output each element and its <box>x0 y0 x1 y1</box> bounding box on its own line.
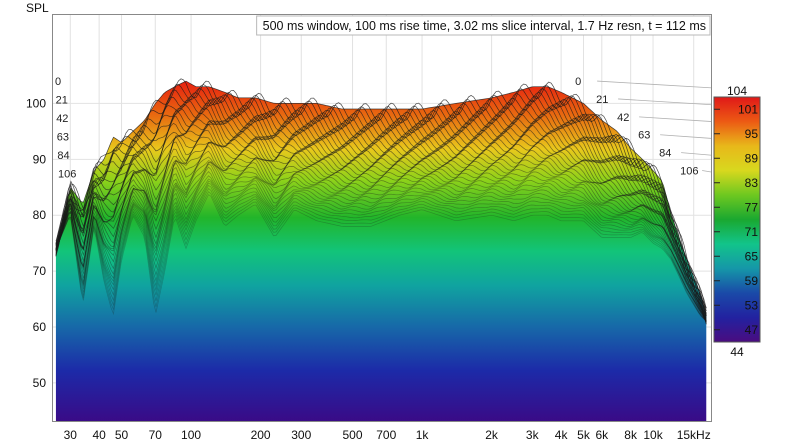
x-tick-label: 10k <box>643 428 663 442</box>
x-tick-label: 30 <box>64 428 78 442</box>
slice-guide-line <box>702 170 713 173</box>
x-tick-label: 40 <box>92 428 106 442</box>
spectrum-area <box>55 81 707 422</box>
x-tick-label: 8k <box>624 428 638 442</box>
x-tick-label: 200 <box>251 428 271 442</box>
x-tick-label: 2k <box>485 428 499 442</box>
slice-time-labels-left: 0 21 42 63 84 106 <box>55 76 76 180</box>
chart-title: 500 ms window, 100 ms rise time, 3.02 ms… <box>263 19 706 33</box>
plot-border <box>52 14 712 422</box>
slice-time-label-right: 106 <box>680 165 698 177</box>
slice-time-label-left: 0 <box>55 76 61 88</box>
colorbar-tick-label: 83 <box>745 176 759 190</box>
slice-time-label-right: 21 <box>596 94 608 106</box>
spectrum-slice-line <box>55 156 707 319</box>
slice-time-label-left: 63 <box>57 131 69 143</box>
slice-guide-line <box>618 98 713 106</box>
colorbar-min-label: 44 <box>730 345 744 359</box>
slice-time-label-right: 42 <box>617 112 629 124</box>
colorbar-tick-label: 53 <box>745 298 759 312</box>
colorbar-tick-label: 65 <box>745 249 759 263</box>
slice-guide-line <box>681 152 713 156</box>
colorbar-scale <box>713 96 761 343</box>
perspective-lines <box>597 80 713 173</box>
y-tick-label: 50 <box>33 376 47 390</box>
x-tick-label: 4k <box>555 428 569 442</box>
x-tick-label: 3k <box>526 428 540 442</box>
chart-title-box: 500 ms window, 100 ms rise time, 3.02 ms… <box>256 15 711 36</box>
spectrum-slice-line <box>55 182 707 322</box>
colorbar-tick-label: 95 <box>745 127 759 141</box>
spectrum-slices <box>55 78 707 325</box>
x-axis-ticks: 30 40 50 70 100 200 300 500 700 1k 2k 3k 4k 5k 6k 8k 10k… <box>64 428 711 442</box>
spectrum-slice-line <box>55 142 707 322</box>
colorbar: 101 95 89 83 77 71 65 59 53 47 104 44 <box>713 84 761 359</box>
spectrum-fill <box>55 81 707 422</box>
x-tick-label: 1k <box>416 428 430 442</box>
spectrum-slice-line <box>55 161 707 323</box>
spectrum-slice-line <box>55 180 707 323</box>
slice-time-label-left: 84 <box>57 150 69 162</box>
y-tick-label: 90 <box>33 152 47 166</box>
colorbar-tick-label: 71 <box>745 225 759 239</box>
slice-time-label-right: 0 <box>575 76 581 88</box>
slice-guide-line <box>660 134 713 139</box>
spectrum-slice-line <box>55 145 707 316</box>
spectrum-slice-line <box>55 142 707 319</box>
x-tick-label: 50 <box>115 428 129 442</box>
spectrum-slice-line <box>55 88 707 315</box>
slice-time-label-right: 84 <box>659 148 671 160</box>
colorbar-tick-label: 59 <box>745 274 759 288</box>
spectrum-slice-line <box>55 99 707 316</box>
spectrum-slice-line <box>55 191 707 322</box>
slice-guide-line <box>639 116 713 122</box>
y-tick-label: 80 <box>33 208 47 222</box>
slice-time-labels-right: 0 21 42 63 84 106 <box>575 76 698 177</box>
spectrum-slice-line <box>55 78 707 309</box>
x-tick-label: 70 <box>149 428 163 442</box>
spectrum-slice-line <box>55 160 707 322</box>
colorbar-tick-label: 47 <box>745 323 759 337</box>
x-tick-label: 6k <box>595 428 609 442</box>
slice-time-label-left: 21 <box>56 95 68 107</box>
colorbar-tick-label: 89 <box>745 151 759 165</box>
spectrum-slice-line <box>55 194 707 322</box>
spectrum-slice-line <box>55 170 707 319</box>
x-tick-label: 500 <box>343 428 363 442</box>
x-tick-label: 5k <box>577 428 591 442</box>
spectrum-slice-line <box>55 141 707 324</box>
x-tick-label: 300 <box>291 428 311 442</box>
spectrum-slice-line <box>55 102 707 311</box>
y-tick-label: 60 <box>33 320 47 334</box>
colorbar-tick-label: 101 <box>738 102 758 116</box>
spectrum-slice-line <box>55 117 707 322</box>
colorbar-tick-label: 77 <box>745 200 759 214</box>
spectrum-slice-line <box>55 166 707 319</box>
spectrum-slice-line <box>55 163 707 320</box>
spectrum-slice-line <box>55 178 707 322</box>
slice-time-label-left: 106 <box>58 168 76 180</box>
y-tick-label: 70 <box>33 264 47 278</box>
y-tick-label: 100 <box>26 96 46 110</box>
x-tick-label: 100 <box>181 428 201 442</box>
colorbar-ticks: 101 95 89 83 77 71 65 59 53 47 <box>714 102 758 337</box>
spectrum-slice-line <box>55 130 707 314</box>
spectrum-slice-line <box>55 175 707 321</box>
spectrum-slice-line <box>55 120 707 324</box>
spectrum-slice-line <box>55 162 707 322</box>
colorbar-max-label: 104 <box>727 84 747 98</box>
slice-time-label-right: 63 <box>638 130 650 142</box>
spectrum-slice-line <box>55 187 707 321</box>
x-tick-label: 700 <box>376 428 396 442</box>
spectrum-slice-line <box>55 184 707 322</box>
spectrum-slice-line <box>55 150 707 317</box>
slice-guide-line <box>597 80 713 89</box>
y-axis-ticks: 50 60 70 80 90 100 <box>26 96 46 389</box>
x-tick-label: 15kHz <box>677 428 711 442</box>
slice-time-label-left: 42 <box>56 113 68 125</box>
spectrum-slice-line <box>55 141 707 322</box>
y-axis-label: SPL <box>26 1 49 15</box>
